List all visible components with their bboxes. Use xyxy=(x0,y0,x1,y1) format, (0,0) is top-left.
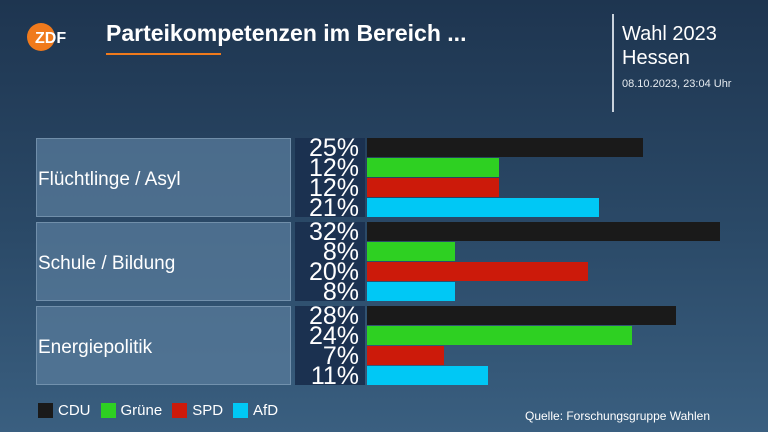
bar-afd xyxy=(367,282,455,301)
title-underline xyxy=(106,53,221,55)
bar-gruene xyxy=(367,242,455,261)
percent-label-gruene: 12% xyxy=(308,154,359,182)
bar-gruene xyxy=(367,326,632,345)
category-panel xyxy=(36,306,291,385)
bar-spd xyxy=(367,346,444,365)
legend-label-cdu: CDU xyxy=(58,402,91,419)
bar-afd xyxy=(367,198,599,217)
election-name: Wahl 2023 xyxy=(622,23,717,45)
logo-text: ZDF xyxy=(35,30,66,47)
legend-swatch-cdu xyxy=(38,403,53,418)
category-panel xyxy=(36,222,291,301)
source-note: Quelle: Forschungsgruppe Wahlen xyxy=(525,409,710,423)
percent-band xyxy=(295,138,365,217)
category-label: Schule / Bildung xyxy=(38,253,176,274)
bar-cdu xyxy=(367,138,643,157)
percent-label-spd: 20% xyxy=(308,258,359,286)
bar-gruene xyxy=(367,158,499,177)
bar-cdu xyxy=(367,306,676,325)
percent-label-cdu: 28% xyxy=(308,302,359,330)
election-info: Wahl 2023 Hessen xyxy=(622,22,717,70)
percent-label-spd: 12% xyxy=(308,174,359,202)
legend-label-afd: AfD xyxy=(253,402,279,419)
bar-spd xyxy=(367,262,588,281)
legend-label-gruene: Grüne xyxy=(120,402,163,419)
bar-afd xyxy=(367,366,488,385)
legend-swatch-spd xyxy=(172,403,188,418)
legend-item-afd: AfD xyxy=(233,402,278,419)
legend-item-cdu: CDU xyxy=(38,402,91,419)
percent-label-cdu: 32% xyxy=(308,218,359,246)
percent-label-gruene: 8% xyxy=(322,238,359,266)
legend: CDU Grüne SPD AfD xyxy=(38,402,288,419)
percent-label-afd: 8% xyxy=(322,278,359,306)
percent-label-cdu: 25% xyxy=(308,134,359,162)
page-title: Parteikompetenzen im Bereich ... xyxy=(106,20,467,46)
legend-swatch-afd xyxy=(233,403,249,418)
percent-band xyxy=(295,222,365,301)
legend-item-gruene: Grüne xyxy=(100,402,163,419)
legend-swatch-gruene xyxy=(100,403,116,418)
timestamp: 08.10.2023, 23:04 Uhr xyxy=(622,78,732,90)
percent-label-afd: 21% xyxy=(308,194,359,222)
percent-label-gruene: 24% xyxy=(308,322,359,350)
election-region: Hessen xyxy=(622,47,690,69)
bar-cdu xyxy=(367,222,720,241)
percent-band xyxy=(295,306,365,385)
zdf-logo: ZDF xyxy=(27,23,66,51)
header-divider xyxy=(612,14,614,112)
percent-label-spd: 7% xyxy=(322,342,359,370)
category-label: Flüchtlinge / Asyl xyxy=(38,169,181,190)
category-panel xyxy=(36,138,291,217)
legend-label-spd: SPD xyxy=(192,402,224,419)
percent-label-afd: 11% xyxy=(310,362,359,390)
legend-item-spd: SPD xyxy=(172,402,223,419)
bar-spd xyxy=(367,178,499,197)
category-label: Energiepolitik xyxy=(38,337,153,358)
